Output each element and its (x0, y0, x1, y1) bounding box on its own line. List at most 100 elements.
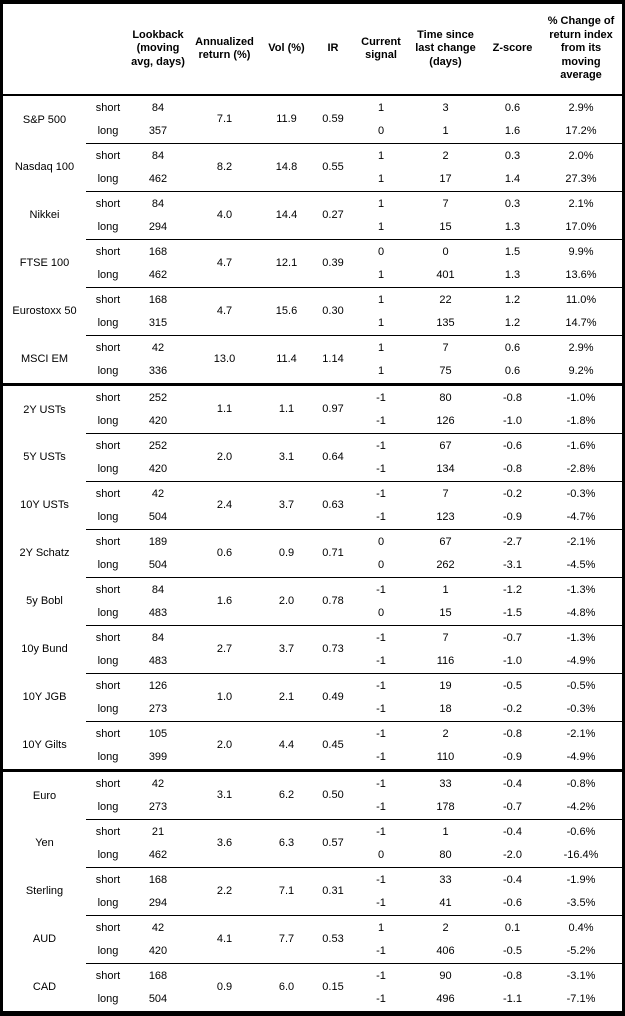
data-row: Eurostoxx 50 short 168 4.7 15.6 0.30 1 22 1.2 11.… (3, 287, 622, 336)
data-row: S&P 500 short 84 7.1 11.9 0.59 1 3 0.6 2.9% (3, 95, 622, 126)
vol-value: 12.1 (263, 239, 310, 288)
zscore-value: -0.7 (503, 801, 522, 814)
annualized-return-value: 2.4 (186, 481, 263, 530)
data-row: long 336 1 75 0.6 9.2% (3, 360, 622, 385)
annualized-return-value: 4.7 (186, 287, 263, 336)
lookback-value: 42 (130, 335, 186, 360)
current-signal-value: -1 (376, 801, 386, 814)
leg-label: long (97, 269, 119, 282)
data-row: long 399 -1 110 -0.9 -4.9% (3, 746, 622, 771)
current-signal-value: -1 (376, 415, 386, 428)
zscore-value: -0.7 (485, 625, 540, 650)
current-signal-value: 1 (377, 101, 385, 114)
header-leg (86, 4, 130, 96)
time-since-value: 1 (442, 125, 449, 138)
pct-change-value: -5.2% (566, 945, 596, 958)
asset-name: AUD (32, 933, 57, 946)
zscore-value: -0.8 (503, 463, 522, 476)
zscore-value: -3.1 (503, 559, 522, 572)
annualized-return-value: 1.1 (186, 383, 263, 434)
zscore-value: -0.8 (485, 721, 540, 746)
pct-change-value: -4.9% (566, 751, 596, 764)
leg-label: long (97, 801, 119, 814)
leg-label: long (97, 559, 119, 572)
time-since-value: 401 (436, 269, 455, 282)
lookback-value: 126 (130, 673, 186, 698)
lookback-value: 168 (130, 239, 186, 264)
pct-change-value: 14.7% (565, 317, 597, 330)
pct-change-value: 2.9% (540, 335, 622, 360)
pct-change-value: -4.2% (566, 801, 596, 814)
data-row: 2Y Schatz short 189 0.6 0.9 0.71 0 67 -2.7 -2.1% (3, 529, 622, 578)
asset-name: 10y Bund (21, 643, 68, 656)
time-since-value: 2 (406, 143, 485, 168)
lookback-value: 168 (130, 963, 186, 988)
current-signal-value: 1 (377, 173, 385, 186)
vol-value: 2.0 (263, 577, 310, 626)
annualized-return-value: 2.2 (186, 867, 263, 916)
ir-value: 0.30 (310, 287, 356, 336)
leg-label: short (86, 481, 130, 506)
data-row: long 462 1 17 1.4 27.3% (3, 168, 622, 192)
current-signal-value: 0 (377, 559, 385, 572)
time-since-value: 262 (436, 559, 455, 572)
zscore-value: 0.3 (485, 143, 540, 168)
vol-value: 15.6 (263, 287, 310, 336)
leg-label: short (86, 577, 130, 602)
zscore-value: -0.2 (503, 703, 522, 716)
pct-change-value: -1.9% (540, 867, 622, 892)
leg-label: short (86, 143, 130, 168)
current-signal-value: 1 (377, 221, 385, 234)
time-since-value: 90 (406, 963, 485, 988)
zscore-value: -0.6 (503, 897, 522, 910)
current-signal-value: 1 (356, 287, 406, 312)
current-signal-value: -1 (356, 481, 406, 506)
ir-value: 0.39 (310, 239, 356, 288)
leg-label: short (86, 673, 130, 698)
current-signal-value: -1 (356, 819, 406, 844)
current-signal-value: -1 (376, 511, 386, 524)
leg-label: short (86, 963, 130, 988)
data-row: long 462 0 80 -2.0 -16.4% (3, 844, 622, 868)
lookback-value: 420 (148, 945, 168, 958)
zscore-value: 0.1 (485, 915, 540, 940)
asset-name: Nikkei (29, 209, 60, 222)
pct-change-value: 2.0% (540, 143, 622, 168)
zscore-value: 0.3 (485, 191, 540, 216)
data-row: Yen short 21 3.6 6.3 0.57 -1 1 -0.4 -0.6% (3, 819, 622, 868)
leg-label: long (97, 897, 119, 910)
zscore-value: 1.3 (504, 221, 521, 234)
pct-change-value: -1.6% (540, 433, 622, 458)
lookback-value: 105 (130, 721, 186, 746)
lookback-value: 294 (148, 221, 168, 234)
asset-name: CAD (32, 981, 57, 994)
current-signal-value: -1 (376, 897, 386, 910)
pct-change-value: -1.8% (566, 415, 596, 428)
time-since-value: 22 (406, 287, 485, 312)
time-since-value: 0 (406, 239, 485, 264)
leg-label: short (86, 335, 130, 360)
data-row: AUD short 42 4.1 7.7 0.53 1 2 0.1 0.4% (3, 915, 622, 964)
zscore-value: 1.3 (504, 269, 521, 282)
leg-label: long (97, 463, 119, 476)
lookback-value: 42 (130, 915, 186, 940)
pct-change-value: -4.8% (566, 607, 596, 620)
time-since-value: 75 (439, 365, 452, 378)
lookback-value: 504 (148, 993, 168, 1006)
current-signal-value: -1 (356, 625, 406, 650)
time-since-value: 1 (406, 819, 485, 844)
leg-label: short (86, 191, 130, 216)
pct-change-value: -0.8% (540, 769, 622, 796)
zscore-value: 1.5 (485, 239, 540, 264)
current-signal-value: 0 (356, 529, 406, 554)
zscore-value: 1.2 (485, 287, 540, 312)
leg-label: short (86, 769, 130, 796)
annualized-return-value: 1.0 (186, 673, 263, 722)
leg-label: long (97, 945, 119, 958)
zscore-value: -1.5 (503, 607, 522, 620)
asset-name: 2Y Schatz (19, 547, 70, 560)
ir-value: 0.78 (310, 577, 356, 626)
pct-change-value: 2.1% (540, 191, 622, 216)
